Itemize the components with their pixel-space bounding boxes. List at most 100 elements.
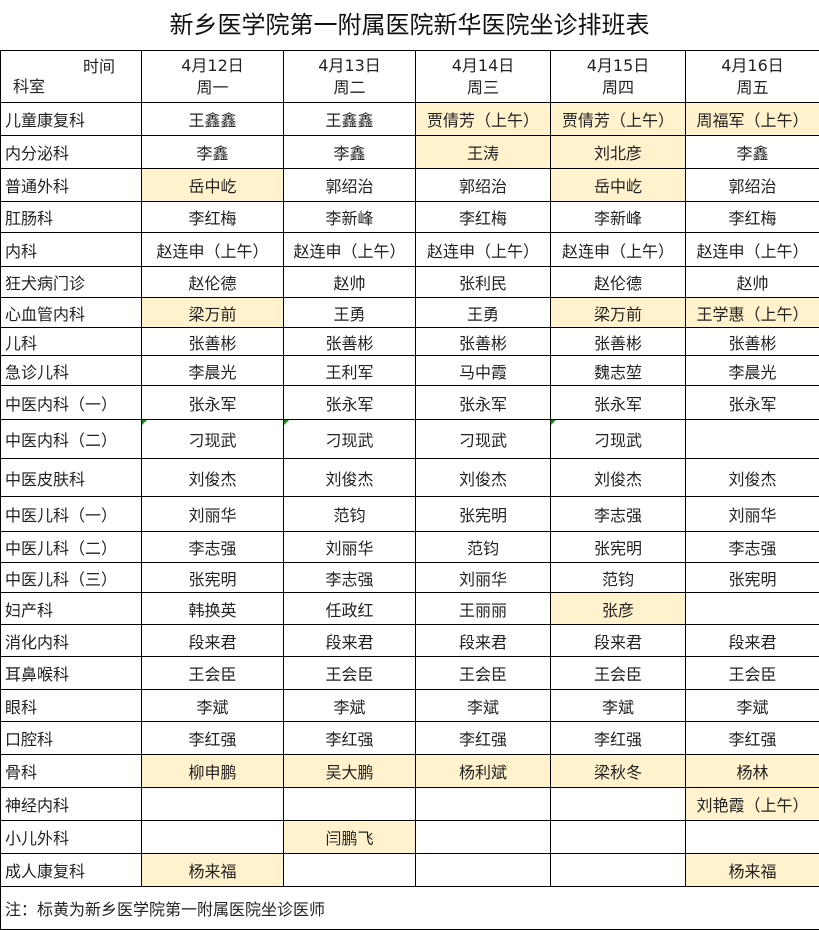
doctor-cell[interactable]: 张宪明 — [415, 496, 551, 532]
doctor-cell[interactable]: 刁现武 — [415, 419, 551, 459]
doctor-cell[interactable]: 刁现武 — [283, 419, 416, 459]
doctor-cell[interactable] — [550, 787, 686, 821]
doctor-cell[interactable]: 吴大鹏 — [283, 754, 416, 788]
doctor-cell[interactable] — [141, 787, 284, 821]
doctor-cell[interactable]: 李新峰 — [550, 201, 686, 233]
doctor-cell[interactable]: 周福军（上午） — [685, 102, 819, 136]
doctor-cell[interactable]: 李晨光 — [141, 355, 284, 386]
doctor-cell[interactable]: 任政红 — [283, 592, 416, 625]
doctor-cell[interactable]: 段来君 — [141, 624, 284, 657]
doctor-cell[interactable] — [283, 787, 416, 821]
doctor-cell[interactable]: 赵帅 — [685, 266, 819, 298]
doctor-cell[interactable] — [415, 787, 551, 821]
doctor-cell[interactable]: 李斌 — [685, 689, 819, 722]
doctor-cell[interactable]: 李红强 — [283, 721, 416, 755]
doctor-cell[interactable]: 李志强 — [283, 562, 416, 593]
doctor-cell[interactable]: 李鑫 — [685, 135, 819, 169]
doctor-cell[interactable]: 李红梅 — [141, 201, 284, 233]
doctor-cell[interactable]: 刘俊杰 — [415, 458, 551, 497]
doctor-cell[interactable]: 李志强 — [550, 496, 686, 532]
doctor-cell[interactable]: 岳中屹 — [550, 168, 686, 202]
doctor-cell[interactable]: 李红强 — [415, 721, 551, 755]
doctor-cell[interactable]: 刁现武 — [141, 419, 284, 459]
doctor-cell[interactable]: 杨利斌 — [415, 754, 551, 788]
doctor-cell[interactable]: 赵帅 — [283, 266, 416, 298]
doctor-cell[interactable]: 范钧 — [415, 531, 551, 563]
doctor-cell[interactable]: 王会臣 — [283, 656, 416, 690]
doctor-cell[interactable]: 刘俊杰 — [550, 458, 686, 497]
doctor-cell[interactable]: 王丽丽 — [415, 592, 551, 625]
doctor-cell[interactable]: 郭绍治 — [283, 168, 416, 202]
doctor-cell[interactable]: 赵连申（上午） — [283, 232, 416, 267]
doctor-cell[interactable]: 李斌 — [550, 689, 686, 722]
doctor-cell[interactable] — [550, 853, 686, 887]
doctor-cell[interactable]: 段来君 — [685, 624, 819, 657]
doctor-cell[interactable] — [141, 820, 284, 854]
doctor-cell[interactable]: 张宪明 — [685, 562, 819, 593]
doctor-cell[interactable]: 赵连申（上午） — [685, 232, 819, 267]
doctor-cell[interactable]: 马中霞 — [415, 355, 551, 386]
doctor-cell[interactable]: 范钧 — [283, 496, 416, 532]
doctor-cell[interactable]: 韩换英 — [141, 592, 284, 625]
doctor-cell[interactable]: 贾倩芳（上午） — [415, 102, 551, 136]
doctor-cell[interactable]: 张永军 — [550, 385, 686, 420]
doctor-cell[interactable]: 张宪明 — [141, 562, 284, 593]
doctor-cell[interactable]: 王会臣 — [550, 656, 686, 690]
doctor-cell[interactable]: 赵伦德 — [141, 266, 284, 298]
doctor-cell[interactable]: 段来君 — [550, 624, 686, 657]
doctor-cell[interactable]: 赵连申（上午） — [415, 232, 551, 267]
doctor-cell[interactable]: 刘丽华 — [685, 496, 819, 532]
doctor-cell[interactable] — [415, 853, 551, 887]
doctor-cell[interactable]: 张善彬 — [550, 327, 686, 356]
doctor-cell[interactable]: 李鑫 — [283, 135, 416, 169]
doctor-cell[interactable]: 赵连申（上午） — [141, 232, 284, 267]
doctor-cell[interactable]: 王利军 — [283, 355, 416, 386]
doctor-cell[interactable]: 张善彬 — [415, 327, 551, 356]
doctor-cell[interactable]: 张善彬 — [141, 327, 284, 356]
doctor-cell[interactable]: 郭绍治 — [415, 168, 551, 202]
doctor-cell[interactable]: 王会臣 — [685, 656, 819, 690]
doctor-cell[interactable]: 王会臣 — [415, 656, 551, 690]
doctor-cell[interactable]: 梁万前 — [141, 297, 284, 328]
doctor-cell[interactable]: 张宪明 — [550, 531, 686, 563]
doctor-cell[interactable]: 赵伦德 — [550, 266, 686, 298]
doctor-cell[interactable]: 张彦 — [550, 592, 686, 625]
doctor-cell[interactable]: 贾倩芳（上午） — [550, 102, 686, 136]
doctor-cell[interactable] — [685, 419, 819, 459]
doctor-cell[interactable]: 李斌 — [283, 689, 416, 722]
doctor-cell[interactable]: 杨来福 — [685, 853, 819, 887]
doctor-cell[interactable]: 杨林 — [685, 754, 819, 788]
doctor-cell[interactable]: 张永军 — [141, 385, 284, 420]
doctor-cell[interactable]: 刘俊杰 — [141, 458, 284, 497]
doctor-cell[interactable] — [415, 820, 551, 854]
doctor-cell[interactable]: 王勇 — [283, 297, 416, 328]
doctor-cell[interactable] — [685, 820, 819, 854]
doctor-cell[interactable]: 李红梅 — [415, 201, 551, 233]
doctor-cell[interactable] — [283, 853, 416, 887]
doctor-cell[interactable]: 刘丽华 — [141, 496, 284, 532]
doctor-cell[interactable]: 张利民 — [415, 266, 551, 298]
doctor-cell[interactable]: 王勇 — [415, 297, 551, 328]
doctor-cell[interactable]: 杨来福 — [141, 853, 284, 887]
doctor-cell[interactable]: 李红强 — [141, 721, 284, 755]
doctor-cell[interactable]: 闫鹏飞 — [283, 820, 416, 854]
doctor-cell[interactable]: 梁万前 — [550, 297, 686, 328]
doctor-cell[interactable]: 刘艳霞（上午） — [685, 787, 819, 821]
doctor-cell[interactable]: 李晨光 — [685, 355, 819, 386]
doctor-cell[interactable]: 李新峰 — [283, 201, 416, 233]
doctor-cell[interactable]: 刘丽华 — [415, 562, 551, 593]
doctor-cell[interactable]: 李红强 — [685, 721, 819, 755]
doctor-cell[interactable]: 魏志堃 — [550, 355, 686, 386]
doctor-cell[interactable]: 王鑫鑫 — [141, 102, 284, 136]
doctor-cell[interactable]: 李志强 — [685, 531, 819, 563]
doctor-cell[interactable]: 刘俊杰 — [685, 458, 819, 497]
doctor-cell[interactable]: 王涛 — [415, 135, 551, 169]
doctor-cell[interactable]: 张善彬 — [685, 327, 819, 356]
doctor-cell[interactable]: 李斌 — [141, 689, 284, 722]
doctor-cell[interactable]: 刘北彦 — [550, 135, 686, 169]
doctor-cell[interactable]: 刁现武 — [550, 419, 686, 459]
doctor-cell[interactable]: 梁秋冬 — [550, 754, 686, 788]
doctor-cell[interactable]: 郭绍治 — [685, 168, 819, 202]
doctor-cell[interactable]: 李红强 — [550, 721, 686, 755]
doctor-cell[interactable] — [550, 820, 686, 854]
